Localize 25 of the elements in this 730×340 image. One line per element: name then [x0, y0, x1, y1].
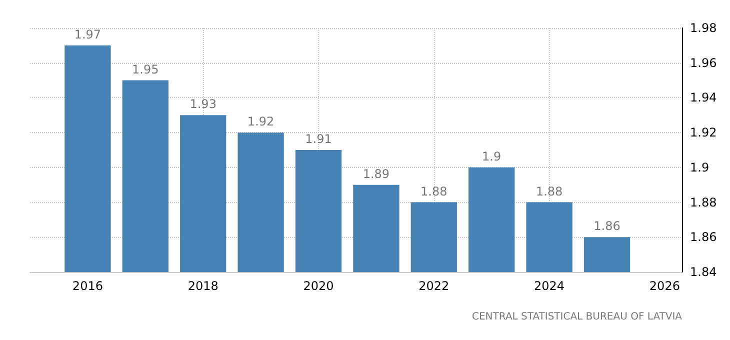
- data-label: 1.88: [420, 184, 448, 198]
- data-label: 1.97: [74, 27, 102, 42]
- data-label: 1.89: [362, 166, 390, 181]
- y-tick-label: 1.92: [690, 126, 717, 140]
- x-tick-label: 2020: [303, 279, 334, 293]
- y-tick-label: 1.98: [690, 21, 717, 35]
- data-label: 1.93: [190, 97, 216, 112]
- data-label: 1.86: [594, 219, 620, 234]
- x-tick-label: 2024: [534, 279, 565, 293]
- x-tick-label: 2018: [188, 279, 218, 293]
- y-tick-label: 1.86: [690, 230, 717, 244]
- data-label: 1.91: [305, 132, 332, 146]
- y-tick-label: 1.88: [690, 195, 717, 210]
- y-tick-label: 1.96: [690, 56, 717, 70]
- y-tick-label: 1.9: [690, 160, 710, 174]
- text: CENTRAL STATISTICAL BUREAU OF LATVIA: [472, 312, 682, 322]
- x-tick-label: 2022: [418, 279, 450, 293]
- x-tick-label: 2016: [72, 279, 103, 293]
- y-tick-label: 1.84: [690, 265, 717, 279]
- data-label: 1.9: [482, 149, 502, 164]
- data-label: 1.92: [247, 114, 274, 129]
- data-label: 1.95: [132, 62, 159, 76]
- x-tick-label: 2026: [649, 279, 680, 293]
- y-tick-label: 1.94: [690, 90, 717, 105]
- data-label: 1.88: [536, 184, 563, 198]
